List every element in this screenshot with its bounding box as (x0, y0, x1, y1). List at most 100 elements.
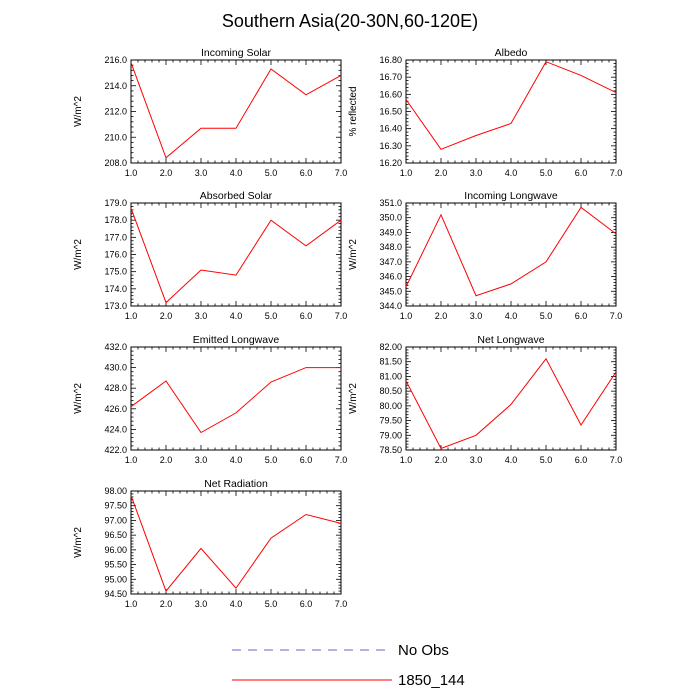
incoming-solar-ytick-label: 214.0 (104, 81, 127, 91)
albedo-ylabel: % reflected (348, 86, 359, 136)
emitted-longwave-series-1850-144 (130, 367, 341, 434)
incoming-solar-ytick-label: 216.0 (104, 55, 127, 65)
panels: Incoming Solar W/m^2 1.0 2.0 3.0 4.0 5.0 6.0 7.0… (73, 47, 622, 609)
incoming-longwave-frame (405, 202, 617, 307)
net-radiation-xtick-label: 1.0 (125, 599, 138, 609)
net-longwave-xtick-label: 5.0 (540, 455, 553, 465)
incoming-solar-ylabel: W/m^2 (73, 96, 84, 127)
absorbed-solar-xtick-label: 7.0 (335, 311, 348, 321)
incoming-solar-xtick-label: 1.0 (125, 168, 138, 178)
albedo-xtick-label: 5.0 (540, 168, 553, 178)
panel-net-longwave: Net Longwave W/m^2 1.0 2.0 3.0 4.0 5.0 6.0 7.0 78… (348, 334, 622, 465)
net-radiation-xtick-label: 5.0 (265, 599, 278, 609)
absorbed-solar-xtick-label: 6.0 (300, 311, 313, 321)
incoming-longwave-title: Incoming Longwave (464, 190, 558, 202)
emitted-longwave-ytick-label: 432.0 (104, 342, 127, 352)
albedo-xtick-label: 6.0 (575, 168, 588, 178)
emitted-longwave-xtick-label: 4.0 (230, 455, 243, 465)
incoming-solar-xtick-label: 6.0 (300, 168, 313, 178)
incoming-solar-xtick-label: 4.0 (230, 168, 243, 178)
absorbed-solar-ytick-label: 179.0 (104, 198, 127, 208)
absorbed-solar-ytick-label: 177.0 (104, 232, 127, 242)
incoming-longwave-ylabel: W/m^2 (348, 239, 359, 270)
absorbed-solar-title: Absorbed Solar (200, 190, 273, 202)
incoming-solar-ytick-label: 210.0 (104, 132, 127, 142)
albedo-xtick-label: 3.0 (470, 168, 483, 178)
net-longwave-xtick-label: 7.0 (610, 455, 623, 465)
net-longwave-ytick-label: 79.00 (379, 430, 402, 440)
net-radiation-frame (130, 490, 342, 595)
net-longwave-ytick-label: 80.50 (379, 386, 402, 396)
incoming-solar-xtick-label: 3.0 (195, 168, 208, 178)
incoming-longwave-xtick-label: 6.0 (575, 311, 588, 321)
incoming-solar-ytick-label: 208.0 (104, 158, 127, 168)
net-radiation-ytick-label: 95.00 (104, 574, 127, 584)
emitted-longwave-ytick-label: 430.0 (104, 363, 127, 373)
incoming-solar-title: Incoming Solar (201, 47, 272, 59)
net-radiation-ytick-label: 97.50 (104, 501, 127, 511)
panel-emitted-longwave: Emitted Longwave W/m^2 1.0 2.0 3.0 4.0 5.0 6.0 7… (73, 334, 347, 465)
albedo-title: Albedo (495, 47, 528, 59)
net-radiation-ytick-label: 97.00 (104, 515, 127, 525)
absorbed-solar-frame (130, 202, 342, 307)
absorbed-solar-xtick-label: 1.0 (125, 311, 138, 321)
emitted-longwave-xtick-label: 2.0 (160, 455, 173, 465)
incoming-longwave-xtick-label: 5.0 (540, 311, 553, 321)
net-longwave-frame (405, 346, 617, 451)
albedo-ytick-label: 16.20 (379, 158, 402, 168)
net-longwave-xtick-label: 4.0 (505, 455, 518, 465)
net-longwave-ytick-label: 81.50 (379, 357, 402, 367)
emitted-longwave-ylabel: W/m^2 (73, 383, 84, 414)
incoming-longwave-xtick-label: 3.0 (470, 311, 483, 321)
net-longwave-ylabel: W/m^2 (348, 383, 359, 414)
net-longwave-ytick-label: 80.00 (379, 401, 402, 411)
absorbed-solar-ytick-label: 176.0 (104, 250, 127, 260)
net-radiation-ytick-label: 98.00 (104, 486, 127, 496)
panel-incoming-longwave: Incoming Longwave W/m^2 1.0 2.0 3.0 4.0 5.0 6.0… (348, 190, 622, 321)
albedo-xtick-label: 2.0 (435, 168, 448, 178)
incoming-solar-xtick-label: 7.0 (335, 168, 348, 178)
incoming-solar-series-1850-144 (130, 62, 342, 159)
absorbed-solar-xtick-label: 3.0 (195, 311, 208, 321)
albedo-xtick-label: 1.0 (400, 168, 413, 178)
emitted-longwave-ytick-label: 422.0 (104, 445, 127, 455)
emitted-longwave-ytick-label: 426.0 (104, 404, 127, 414)
net-radiation-series-1850-144 (130, 495, 342, 593)
albedo-ytick-label: 16.40 (379, 124, 402, 134)
net-longwave-ytick-label: 79.50 (379, 416, 402, 426)
absorbed-solar-xtick-label: 4.0 (230, 311, 243, 321)
albedo-xtick-label: 7.0 (610, 168, 623, 178)
incoming-longwave-series-1850-144 (405, 206, 617, 297)
net-radiation-xtick-label: 4.0 (230, 599, 243, 609)
albedo-ytick-label: 16.50 (379, 107, 402, 117)
net-longwave-ytick-label: 81.00 (379, 371, 402, 381)
incoming-longwave-ytick-label: 349.0 (379, 227, 402, 237)
absorbed-solar-ytick-label: 178.0 (104, 215, 127, 225)
net-radiation-xtick-label: 3.0 (195, 599, 208, 609)
net-longwave-xtick-label: 3.0 (470, 455, 483, 465)
emitted-longwave-frame (130, 346, 342, 451)
panel-albedo: Albedo % reflected 1.0 2.0 3.0 4.0 5.0 6.0 7.0 16… (348, 47, 622, 178)
figure-title: Southern Asia(20-30N,60-120E) (222, 11, 478, 31)
net-radiation-xtick-label: 6.0 (300, 599, 313, 609)
emitted-longwave-xtick-label: 5.0 (265, 455, 278, 465)
net-radiation-xtick-label: 7.0 (335, 599, 348, 609)
incoming-longwave-xtick-label: 4.0 (505, 311, 518, 321)
incoming-solar-xtick-label: 5.0 (265, 168, 278, 178)
net-radiation-ytick-label: 95.50 (104, 560, 127, 570)
absorbed-solar-xtick-label: 5.0 (265, 311, 278, 321)
net-longwave-ytick-label: 82.00 (379, 342, 402, 352)
absorbed-solar-ytick-label: 174.0 (104, 284, 127, 294)
incoming-solar-xtick-label: 2.0 (160, 168, 173, 178)
net-longwave-series-1850-144 (405, 357, 617, 450)
incoming-longwave-ytick-label: 344.0 (379, 301, 402, 311)
albedo-series-1850-144 (405, 61, 617, 150)
albedo-ytick-label: 16.80 (379, 55, 402, 65)
incoming-longwave-xtick-label: 7.0 (610, 311, 623, 321)
net-longwave-xtick-label: 1.0 (400, 455, 413, 465)
panel-incoming-solar: Incoming Solar W/m^2 1.0 2.0 3.0 4.0 5.0 6.0 7.0… (73, 47, 347, 178)
legend: No Obs 1850_144 (232, 642, 465, 689)
albedo-ytick-label: 16.70 (379, 72, 402, 82)
absorbed-solar-xtick-label: 2.0 (160, 311, 173, 321)
incoming-longwave-xtick-label: 2.0 (435, 311, 448, 321)
